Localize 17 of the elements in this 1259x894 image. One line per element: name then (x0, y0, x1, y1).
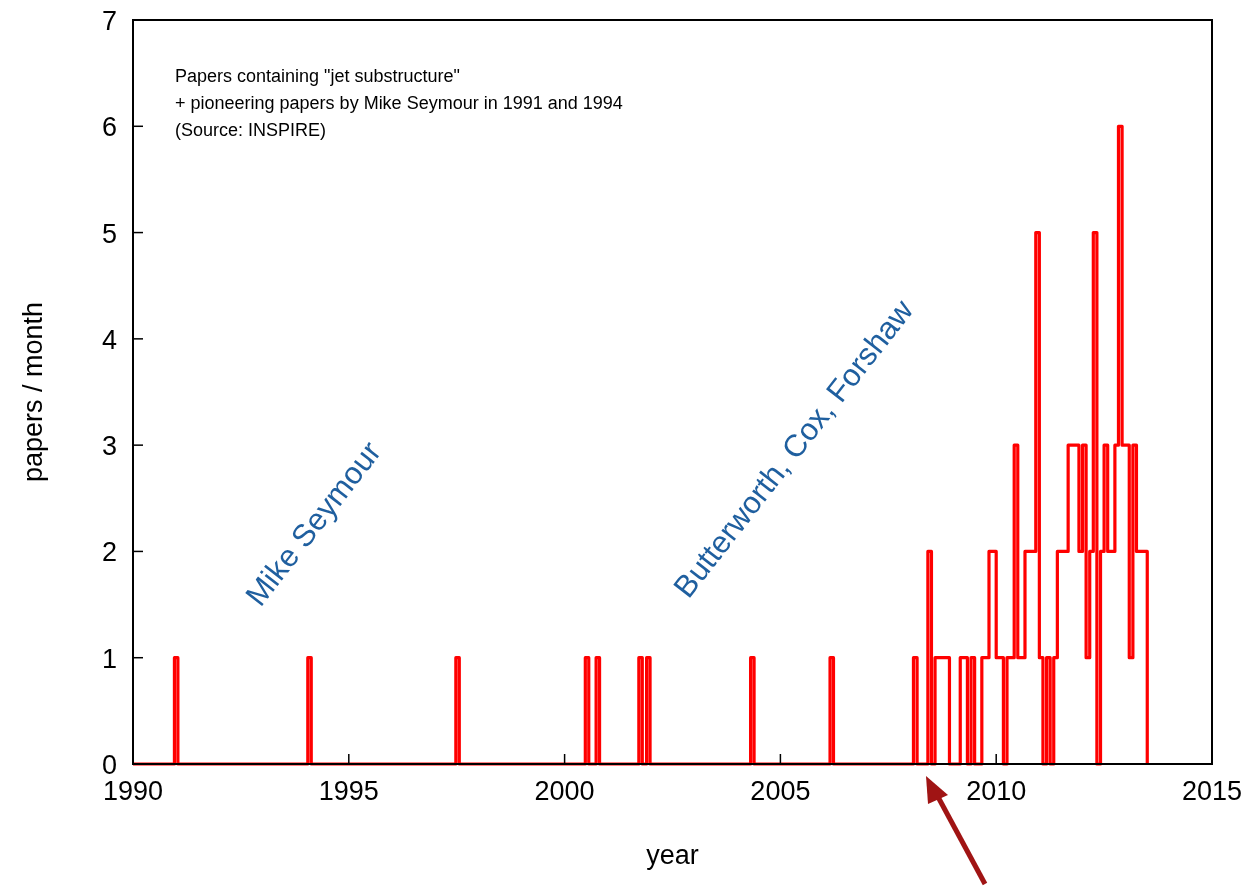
y-tick-label: 5 (101, 218, 117, 249)
y-tick-label: 2 (101, 537, 117, 568)
y-tick-label: 4 (101, 324, 117, 355)
x-tick-label: 2015 (1181, 776, 1243, 806)
y-tick-label: 7 (101, 6, 117, 36)
x-tick-label: 2000 (534, 776, 595, 806)
annotation: + pioneering papers by Mike Seymour in 1991 and 1994 (175, 93, 623, 113)
y-tick-label: 6 (101, 112, 117, 143)
annotation: (Source: INSPIRE) (175, 120, 327, 140)
y-tick-label: 3 (101, 431, 117, 462)
x-tick-label: 2005 (750, 776, 811, 806)
x-axis-title: year (646, 840, 699, 870)
annotation: Papers containing "jet substructure" (175, 66, 460, 86)
x-tick-label: 2010 (966, 776, 1027, 806)
y-axis-title: papers / month (18, 301, 48, 483)
y-tick-label: 1 (101, 643, 117, 674)
x-tick-label: 1995 (318, 776, 379, 806)
